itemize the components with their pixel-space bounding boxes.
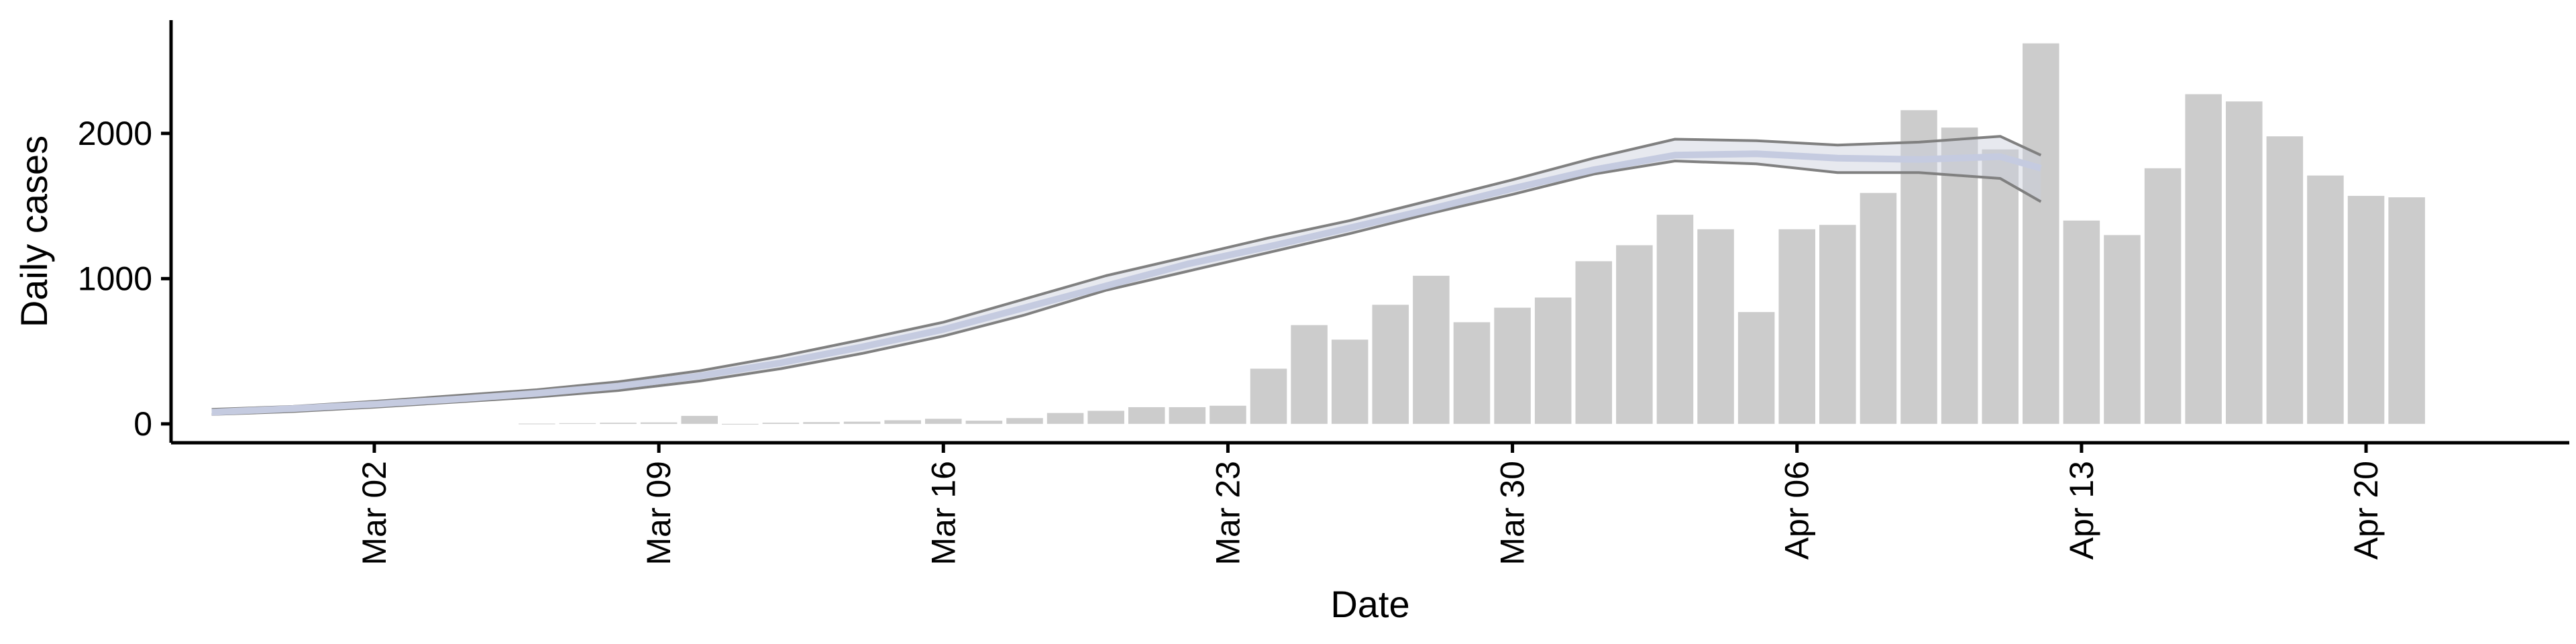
bar-2020-03-07 (559, 423, 596, 424)
fit-lower-line (211, 160, 2042, 416)
fit-band-layer (211, 135, 2042, 416)
bar-2020-03-28 (1413, 276, 1450, 424)
x-tick-label: Mar 09 (640, 461, 678, 566)
bar-2020-04-02 (1616, 245, 1653, 424)
x-ticks: Mar 02 Mar 09 Mar 16 Mar 23 Mar 30 Apr 06 Apr … (356, 443, 2385, 566)
bar-2020-04-03 (1656, 215, 1694, 424)
bar-2020-03-20 (1087, 411, 1124, 424)
y-tick-label: 1000 (78, 260, 152, 297)
bar-2020-03-27 (1372, 305, 1409, 424)
axes-layer (169, 20, 2569, 445)
bar-2020-03-17 (965, 421, 1003, 424)
bar-2020-03-14 (843, 421, 881, 424)
bar-2020-03-15 (884, 420, 921, 424)
x-tick-label: Mar 23 (1209, 461, 1246, 566)
bar-2020-04-14 (2104, 235, 2141, 424)
bar-2020-03-25 (1291, 325, 1328, 424)
x-tick-label: Apr 06 (1778, 461, 1816, 559)
bar-2020-04-13 (2063, 220, 2100, 424)
bar-2020-03-24 (1250, 368, 1287, 424)
bar-2020-04-08 (1860, 193, 1897, 424)
bar-2020-03-09 (640, 422, 678, 424)
bar-2020-04-05 (1737, 312, 1775, 424)
bar-2020-04-12 (2023, 43, 2059, 424)
y-axis-title: Daily cases (13, 136, 55, 327)
bar-2020-03-19 (1046, 413, 1084, 424)
bar-2020-03-13 (803, 422, 840, 424)
x-tick-label: Mar 02 (356, 461, 393, 566)
bar-2020-04-17 (2225, 101, 2263, 424)
x-tick-label: Apr 13 (2063, 461, 2100, 559)
bar-2020-03-26 (1331, 339, 1368, 424)
bar-2020-04-04 (1697, 229, 1734, 424)
bar-2020-04-07 (1819, 225, 1856, 424)
bar-2020-03-31 (1534, 297, 1572, 424)
x-tick-label: Apr 20 (2347, 461, 2385, 559)
bar-2020-04-11 (1982, 149, 2019, 424)
bar-2020-03-16 (925, 419, 962, 424)
bars-layer (519, 43, 2425, 425)
bar-2020-04-15 (2144, 168, 2182, 424)
bar-2020-03-29 (1453, 322, 1491, 424)
bar-2020-04-06 (1778, 229, 1815, 424)
fit-confidence-band (211, 136, 2041, 415)
bar-2020-04-16 (2185, 94, 2222, 424)
bar-2020-03-12 (762, 423, 800, 424)
fit-mid-line (211, 150, 2042, 416)
y-tick-label: 2000 (78, 115, 152, 152)
bar-2020-03-18 (1006, 418, 1043, 424)
bar-2020-04-19 (2307, 175, 2344, 424)
bar-2020-03-08 (600, 423, 637, 424)
x-tick-label: Mar 16 (924, 461, 962, 566)
x-axis-title: Date (1330, 583, 1409, 625)
bar-2020-04-21 (2388, 197, 2425, 424)
bar-2020-03-21 (1128, 407, 1165, 424)
bar-2020-03-06 (519, 423, 555, 425)
bar-2020-03-23 (1210, 405, 1246, 424)
bar-2020-03-22 (1169, 407, 1206, 424)
x-tick-label: Mar 30 (1494, 461, 1532, 566)
bar-2020-03-10 (681, 415, 718, 424)
bar-2020-03-11 (722, 423, 759, 425)
fit-upper-line (211, 135, 2042, 411)
y-tick-label: 0 (133, 405, 152, 443)
bar-2020-04-01 (1575, 261, 1613, 424)
bar-2020-04-18 (2266, 136, 2304, 424)
bar-2020-04-20 (2347, 195, 2385, 424)
bar-2020-03-30 (1494, 307, 1531, 424)
y-ticks: 0 1000 2000 (78, 115, 171, 443)
